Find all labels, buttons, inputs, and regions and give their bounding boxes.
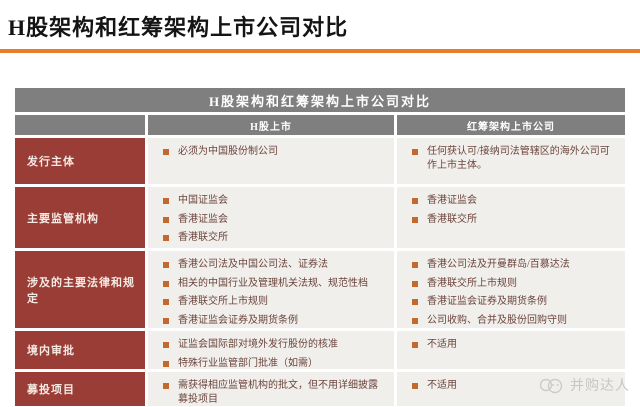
cell-hshare-regulators: 中国证监会 香港证监会 香港联交所 (148, 187, 394, 248)
accent-divider (0, 49, 640, 53)
list-item: 特殊行业监管部门批准（如需） (161, 357, 386, 370)
list-item: 中国证监会 (161, 194, 386, 208)
bullet-square-icon (163, 299, 169, 305)
list-item: 香港证监会证券及期货条例 (161, 314, 386, 328)
bullet-square-icon (163, 216, 169, 223)
list-item: 相关的中国行业及管理机关法规、规范性档 (161, 277, 386, 291)
bullet-square-icon (412, 299, 418, 305)
row-label-regulators: 主要监管机构 (15, 187, 145, 248)
list-item-text: 不适用 (427, 380, 457, 391)
list-item-text: 需获得相应监管机构的批文，但不用详细披露募投项目 (178, 380, 378, 405)
cell-hshare-domestic-approval: 证监会国际部对境外发行股份的核准 特殊行业监管部门批准（如需） (148, 331, 394, 369)
list-item-text: 香港联交所上市规则 (178, 296, 268, 307)
watermark-logo-icon (539, 378, 563, 394)
column-header-empty (15, 115, 145, 135)
column-header-redchip: 红筹架构上市公司 (397, 115, 625, 135)
cell-redchip-fundraising-projects: 不适用 (397, 372, 625, 406)
list-item: 需获得相应监管机构的批文，但不用详细披露募投项目 (161, 379, 386, 406)
list-item-text: 任何获认可/接纳司法管辖区的海外公司可作上市主体。 (427, 146, 610, 171)
list-item-text: 必须为中国股份制公司 (178, 146, 278, 157)
list-item-text: 香港证监会证券及期货条例 (427, 296, 547, 307)
list-item-text: 香港联交所 (178, 232, 228, 243)
page-title: H股架构和红筹架构上市公司对比 (8, 15, 349, 40)
list-item: 香港联交所上市规则 (410, 277, 617, 291)
list-item: 香港公司法及中国公司法、证券法 (161, 258, 386, 272)
watermark-text: 并购达人 (570, 379, 630, 394)
cell-hshare-issuer: 必须为中国股份制公司 (148, 138, 394, 184)
list-item: 香港联交所上市规则 (161, 295, 386, 309)
list-item: 香港联交所 (161, 231, 386, 245)
bullet-square-icon (412, 280, 418, 287)
list-item: 香港证监会 (410, 194, 617, 208)
list-item-text: 公司收购、合并及股份回购守则 (427, 314, 567, 326)
list-item-text: 香港联交所上市规则 (427, 277, 517, 289)
list-item: 不适用 (410, 379, 617, 393)
bullet-square-icon (412, 262, 418, 268)
bullet-square-icon (412, 342, 418, 348)
bullet-square-icon (412, 198, 418, 204)
comparison-table: H股架构和红筹架构上市公司对比 H股上市 红筹架构上市公司 发行主体 必须为中国… (15, 88, 625, 406)
cell-hshare-fundraising-projects: 需获得相应监管机构的批文，但不用详细披露募投项目 (148, 372, 394, 406)
bullet-square-icon (163, 198, 169, 204)
list-item-text: 中国证监会 (178, 195, 228, 206)
list-item: 证监会国际部对境外发行股份的核准 (161, 338, 386, 352)
list-item: 任何获认可/接纳司法管辖区的海外公司可作上市主体。 (410, 145, 617, 172)
list-item-text: 不适用 (427, 339, 457, 350)
bullet-square-icon (163, 360, 169, 367)
cell-redchip-issuer: 任何获认可/接纳司法管辖区的海外公司可作上市主体。 (397, 138, 625, 184)
bullet-square-icon (412, 317, 418, 324)
list-item: 香港公司法及开曼群岛/百慕达法 (410, 258, 617, 272)
list-item: 香港证监会 (161, 213, 386, 227)
bullet-square-icon (163, 262, 169, 268)
cell-redchip-regulators: 香港证监会 香港联交所 (397, 187, 625, 248)
list-item-text: 香港公司法及开曼群岛/百慕达法 (427, 259, 570, 270)
bullet-square-icon (163, 383, 169, 389)
row-label-laws: 涉及的主要法律和规定 (15, 251, 145, 328)
list-item-text: 证监会国际部对境外发行股份的核准 (178, 339, 338, 350)
bullet-square-icon (163, 235, 169, 241)
bullet-square-icon (163, 317, 169, 324)
list-item: 香港联交所 (410, 213, 617, 227)
column-header-hshare: H股上市 (148, 115, 394, 135)
list-item-text: 香港联交所 (427, 213, 477, 225)
bullet-square-icon (412, 383, 418, 389)
list-item-text: 香港公司法及中国公司法、证券法 (178, 259, 328, 270)
list-item-text: 香港证监会证券及期货条例 (178, 314, 298, 326)
list-item: 香港证监会证券及期货条例 (410, 295, 617, 309)
cell-redchip-domestic-approval: 不适用 (397, 331, 625, 369)
list-item-text: 香港证监会 (178, 213, 228, 225)
list-item-text: 特殊行业监管部门批准（如需） (178, 357, 318, 369)
list-item: 必须为中国股份制公司 (161, 145, 386, 159)
table-title: H股架构和红筹架构上市公司对比 (15, 88, 625, 112)
bullet-square-icon (163, 149, 169, 155)
bullet-square-icon (412, 216, 418, 223)
bullet-square-icon (163, 342, 169, 348)
cell-redchip-laws: 香港公司法及开曼群岛/百慕达法 香港联交所上市规则 香港证监会证券及期货条例 公… (397, 251, 625, 328)
row-label-issuer: 发行主体 (15, 138, 145, 184)
cell-hshare-laws: 香港公司法及中国公司法、证券法 相关的中国行业及管理机关法规、规范性档 香港联交… (148, 251, 394, 328)
list-item-text: 相关的中国行业及管理机关法规、规范性档 (178, 277, 368, 289)
bullet-square-icon (412, 149, 418, 155)
list-item: 公司收购、合并及股份回购守则 (410, 314, 617, 328)
bullet-square-icon (163, 280, 169, 287)
list-item-text: 香港证监会 (427, 195, 477, 206)
watermark: 并购达人 (538, 375, 630, 395)
row-label-fundraising-projects: 募投项目 (15, 372, 145, 406)
list-item: 不适用 (410, 338, 617, 352)
row-label-domestic-approval: 境内审批 (15, 331, 145, 369)
